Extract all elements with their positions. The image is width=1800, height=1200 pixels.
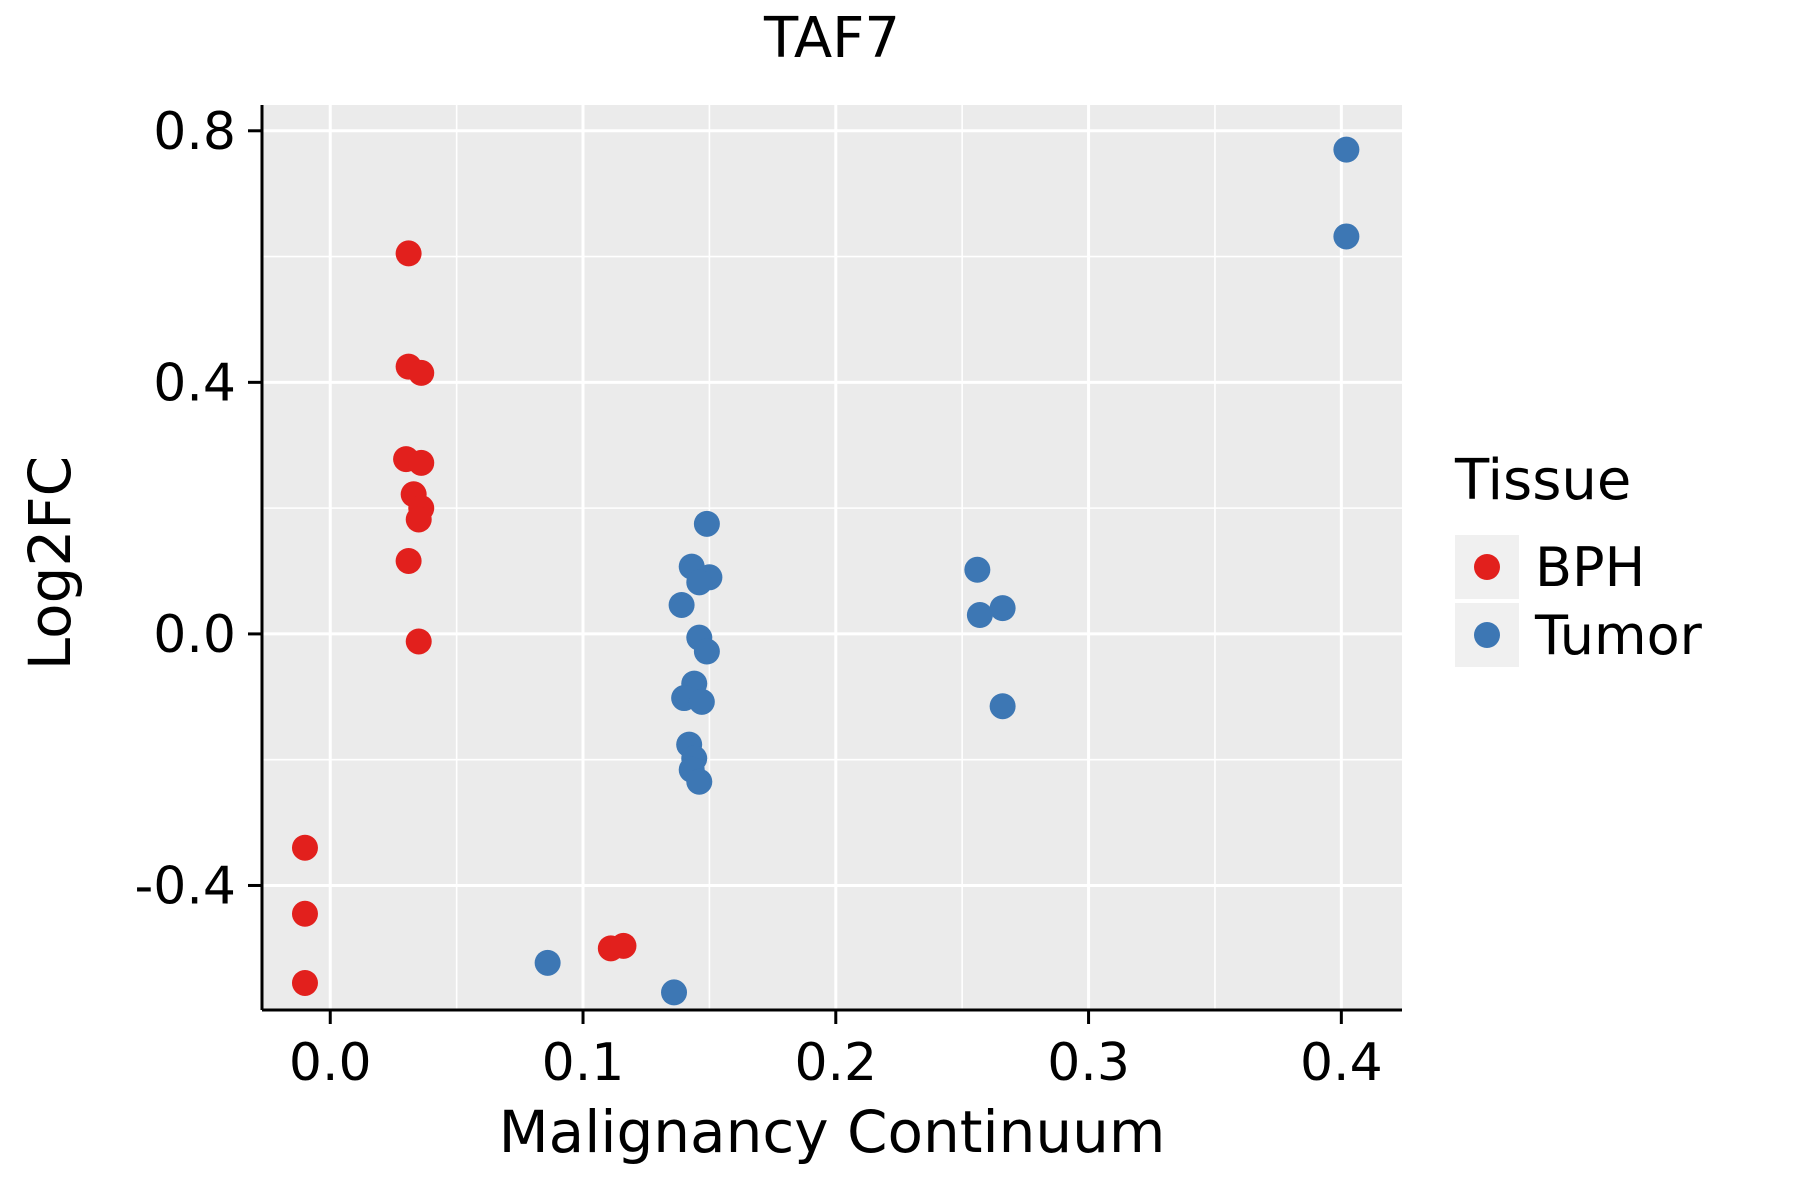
x-tick-label: 0.0 bbox=[289, 1033, 372, 1093]
x-tick-label: 0.3 bbox=[1047, 1033, 1130, 1093]
data-point-tumor bbox=[688, 688, 715, 715]
x-tick-label: 0.4 bbox=[1300, 1033, 1383, 1093]
legend-title: Tissue bbox=[1455, 448, 1632, 513]
data-point-tumor bbox=[964, 556, 991, 583]
legend-label-tumor: Tumor bbox=[1535, 603, 1702, 667]
data-point-bph bbox=[408, 359, 435, 386]
data-point-bph bbox=[610, 932, 637, 959]
data-point-tumor bbox=[989, 595, 1016, 622]
data-point-bph bbox=[395, 547, 422, 574]
bph-dot-icon bbox=[1474, 554, 1500, 580]
plot-panel bbox=[262, 105, 1402, 1010]
data-point-bph bbox=[408, 449, 435, 476]
data-point-bph bbox=[395, 240, 422, 267]
x-axis-label: Malignancy Continuum bbox=[498, 1098, 1166, 1166]
x-tick-label: 0.2 bbox=[794, 1033, 877, 1093]
data-point-bph bbox=[405, 628, 432, 655]
data-point-bph bbox=[405, 506, 432, 533]
data-point-bph bbox=[291, 834, 318, 861]
legend-entry-bph: BPH bbox=[1455, 535, 1702, 599]
legend-label-bph: BPH bbox=[1535, 535, 1646, 599]
x-tick-label: 0.1 bbox=[542, 1033, 625, 1093]
data-point-tumor bbox=[686, 569, 713, 596]
data-point-tumor bbox=[686, 768, 713, 795]
data-point-tumor bbox=[693, 638, 720, 665]
legend: Tissue BPH Tumor bbox=[1455, 448, 1702, 671]
data-point-tumor bbox=[989, 693, 1016, 720]
data-point-tumor bbox=[534, 949, 561, 976]
legend-key bbox=[1455, 535, 1519, 599]
data-point-tumor bbox=[966, 602, 993, 629]
y-tick-label: 0.0 bbox=[153, 605, 236, 665]
bph-dot-icon bbox=[1474, 554, 1500, 580]
tumor-dot-icon bbox=[1474, 622, 1500, 648]
data-point-tumor bbox=[668, 591, 695, 618]
y-tick-label: 0.8 bbox=[153, 102, 236, 162]
y-axis-label: Log2FC bbox=[16, 455, 84, 671]
tumor-dot-icon bbox=[1474, 622, 1500, 648]
legend-key bbox=[1455, 603, 1519, 667]
y-tick-label: -0.4 bbox=[135, 856, 236, 916]
chart-title: TAF7 bbox=[763, 6, 900, 71]
data-point-tumor bbox=[693, 510, 720, 537]
data-point-tumor bbox=[1333, 136, 1360, 163]
data-point-tumor bbox=[661, 979, 688, 1006]
data-point-bph bbox=[291, 969, 318, 996]
data-point-bph bbox=[291, 900, 318, 927]
legend-entry-tumor: Tumor bbox=[1455, 603, 1702, 667]
data-point-tumor bbox=[1333, 223, 1360, 250]
y-tick-label: 0.4 bbox=[153, 353, 236, 413]
